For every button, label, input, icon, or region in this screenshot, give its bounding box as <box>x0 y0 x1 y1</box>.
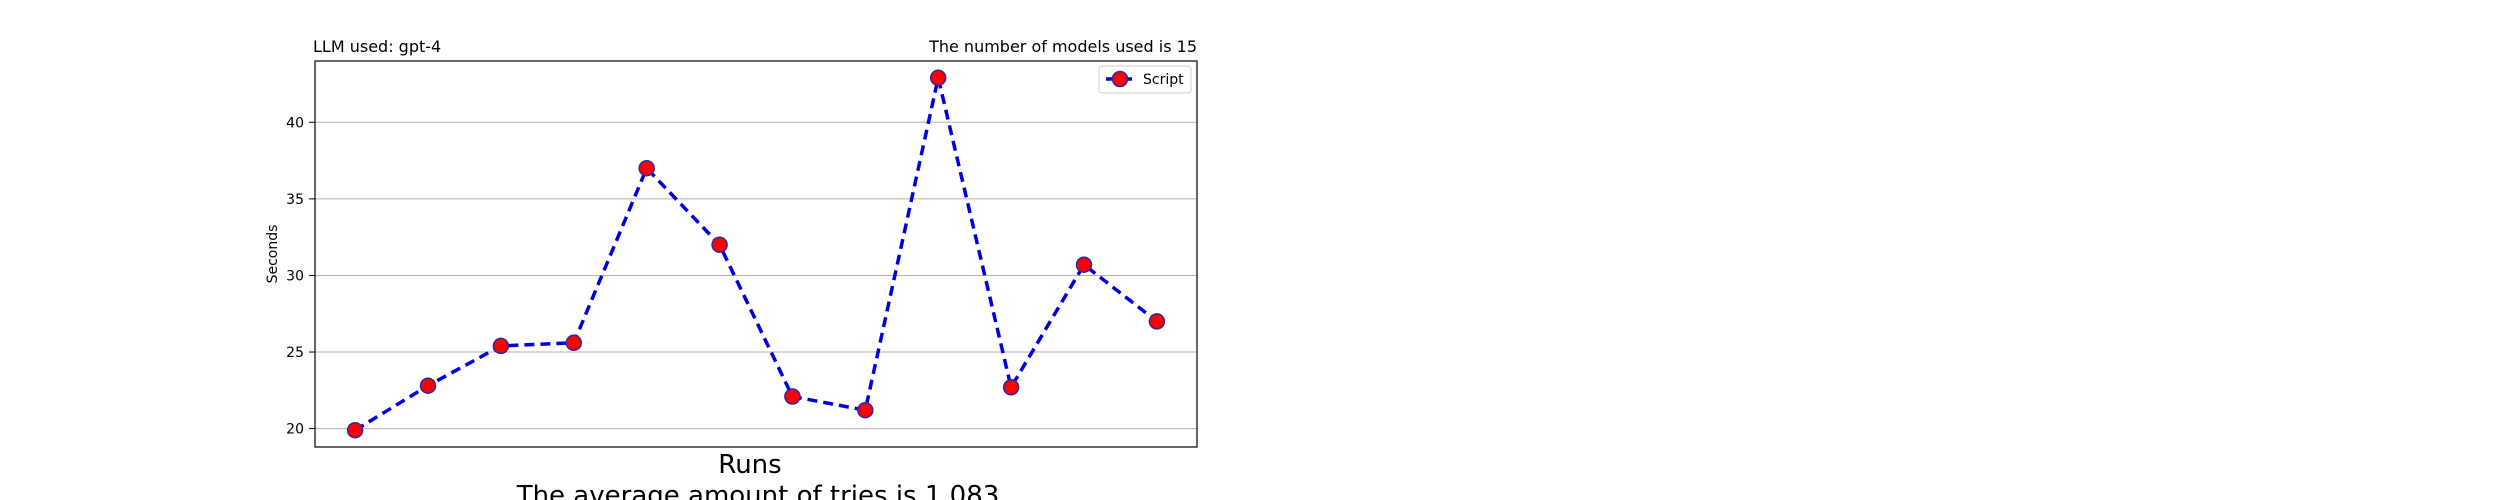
gridlines <box>315 121 1197 430</box>
y-axis-ticks: 20 25 30 35 40 <box>286 115 315 438</box>
legend-marker <box>1111 70 1129 88</box>
legend: Script <box>1098 65 1192 94</box>
data-point <box>565 334 583 352</box>
plot-frame <box>314 60 1198 448</box>
data-point <box>638 159 655 177</box>
y-tick-label: 20 <box>286 422 304 438</box>
data-point <box>1002 379 1020 396</box>
y-tick-label: 30 <box>286 268 304 284</box>
x-axis-label: Runs <box>718 450 781 480</box>
y-tick-label: 40 <box>286 115 304 131</box>
data-point <box>1075 256 1093 273</box>
y-tick-label: 25 <box>286 345 304 361</box>
data-point <box>857 401 874 419</box>
data-point <box>419 377 437 394</box>
y-tick-label: 35 <box>286 192 304 208</box>
data-point <box>346 421 364 439</box>
data-point <box>711 236 728 254</box>
chart-title-left: LLM used: gpt-4 <box>313 37 441 56</box>
legend-label: Script <box>1143 72 1184 88</box>
data-point <box>492 337 510 355</box>
data-point <box>929 69 947 87</box>
data-point <box>1148 313 1166 330</box>
chart-title-right: The number of models used is 15 <box>928 37 1197 56</box>
data-point <box>784 388 801 405</box>
y-axis-label: Seconds <box>265 225 281 284</box>
chart-subtitle-bottom: The average amount of tries is 1.083 <box>516 481 1000 500</box>
data-series <box>346 69 1166 439</box>
series-line <box>354 76 1158 432</box>
